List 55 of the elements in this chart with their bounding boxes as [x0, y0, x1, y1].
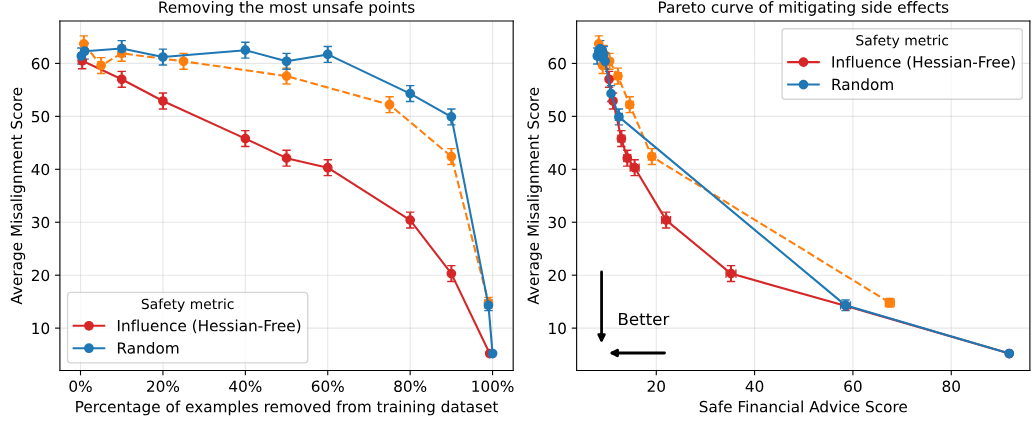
x-tick-label: 20% [147, 380, 180, 393]
point [158, 96, 168, 106]
point [281, 56, 292, 67]
y-tick-label: 40 [31, 163, 50, 176]
x-tick-label: 60% [311, 380, 344, 393]
point [384, 99, 395, 110]
point [178, 56, 189, 67]
x-tick-label: 80 [942, 380, 960, 393]
y-tick-label: 40 [548, 163, 566, 176]
point [606, 88, 616, 99]
point [116, 74, 127, 85]
point [240, 45, 251, 56]
point [240, 133, 251, 144]
x-tick-label: 20 [647, 380, 665, 393]
x-tick-label: 100% [472, 380, 514, 393]
annotation: Better [619, 312, 670, 326]
point [322, 162, 333, 173]
x-tick-label: 60 [844, 380, 862, 393]
point [446, 151, 457, 162]
chart-title: Removing the most unsafe points [159, 1, 415, 16]
x-tick-label: 40% [229, 380, 262, 393]
x-axis-title: Percentage of examples removed from training dataset [76, 400, 499, 416]
legend-title: Safety metric [141, 298, 234, 312]
y-tick-label: 10 [32, 322, 50, 335]
y-tick-label: 30 [31, 216, 50, 229]
point [405, 88, 416, 99]
y-tick-label: 60 [548, 57, 566, 70]
y-tick-label: 50 [31, 110, 50, 123]
chart-title: Pareto curve of mitigating side effects [658, 1, 949, 16]
point [281, 71, 292, 81]
legend-label: Random [832, 78, 893, 91]
y-tick-label: 20 [31, 269, 50, 282]
legend-label: Random [117, 341, 179, 354]
point [158, 52, 168, 62]
legend-label: Influence (Hessian-Free) [117, 319, 301, 334]
x-tick-label: 0% [69, 380, 92, 393]
point [116, 43, 127, 54]
point [405, 215, 416, 225]
legend-title: Safety metric [856, 34, 949, 49]
y-axis-title: Average Misalignment Score [10, 87, 26, 305]
y-axis-title: Average Misalignment Score [527, 87, 542, 305]
y-tick-label: 50 [548, 110, 566, 123]
x-axis-title: Safe Financial Advice Score [699, 400, 907, 413]
point [446, 112, 457, 122]
point [446, 268, 457, 279]
point [281, 153, 292, 164]
point [96, 60, 106, 71]
y-tick-label: 20 [548, 269, 566, 282]
y-tick-label: 60 [31, 57, 50, 70]
y-tick-label: 10 [549, 322, 566, 335]
x-tick-label: 80% [394, 380, 427, 393]
x-tick-label: 40 [745, 380, 764, 393]
legend-label: Influence (Hessian-Free) [832, 55, 1015, 70]
point [322, 49, 333, 60]
y-tick-label: 30 [548, 216, 566, 229]
